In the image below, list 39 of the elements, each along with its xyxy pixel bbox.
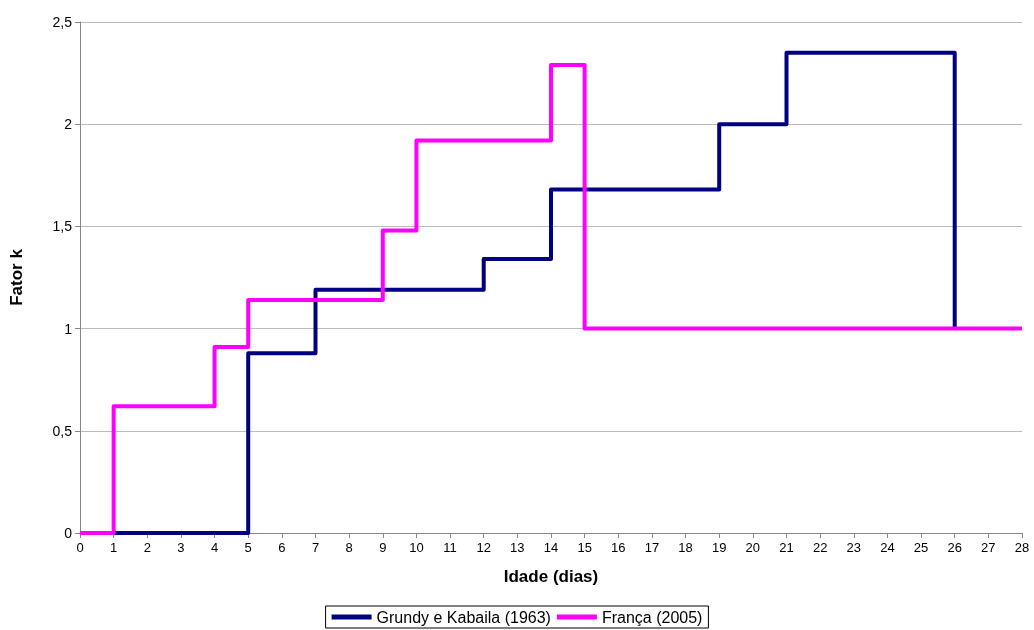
x-tick-label: 12 (476, 540, 491, 555)
legend-label: França (2005) (601, 608, 703, 626)
y-tick-label: 1,5 (52, 218, 73, 235)
y-tick-label: 1 (64, 320, 73, 337)
x-tick-label: 19 (711, 540, 727, 555)
y-axis-title: Fator k (7, 248, 26, 306)
x-tick-label: 13 (510, 540, 525, 555)
x-tick-label: 0 (76, 540, 84, 555)
x-tick-label: 14 (543, 540, 559, 555)
x-tick-label: 1 (110, 540, 118, 555)
x-tick-label: 7 (311, 540, 320, 555)
x-tick-label: 24 (880, 540, 895, 555)
x-axis-title: Idade (dias) (503, 567, 599, 586)
x-tick-label: 26 (947, 540, 962, 555)
x-tick-label: 22 (812, 540, 828, 555)
x-tick-label: 25 (913, 540, 929, 555)
y-tick-label: 0 (64, 525, 73, 541)
x-tick-label: 15 (577, 540, 592, 555)
y-tick-label: 2,5 (52, 14, 73, 30)
x-tick-label: 6 (278, 540, 286, 555)
x-tick-label: 2 (143, 540, 151, 555)
x-tick-label: 21 (779, 540, 794, 555)
x-tick-label: 10 (409, 540, 424, 555)
x-tick-label: 8 (345, 540, 353, 555)
x-tick-label: 11 (443, 540, 457, 555)
y-tick-label: 0,5 (52, 422, 73, 439)
legend-label: Grundy e Kabaila (1963) (376, 608, 551, 626)
y-tick-label: 2 (64, 116, 73, 133)
x-tick-label: 17 (644, 540, 660, 555)
x-tick-label: 23 (846, 540, 862, 555)
x-tick-label: 5 (244, 540, 252, 555)
x-tick-label: 16 (611, 540, 626, 555)
x-tick-label: 9 (379, 540, 387, 555)
x-tick-label: 27 (981, 540, 996, 555)
x-tick-label: 18 (678, 540, 693, 555)
x-tick-label: 4 (210, 540, 219, 555)
x-tick-label: 20 (745, 540, 761, 555)
x-tick-label: 28 (1014, 540, 1030, 555)
x-tick-label: 3 (177, 540, 185, 555)
